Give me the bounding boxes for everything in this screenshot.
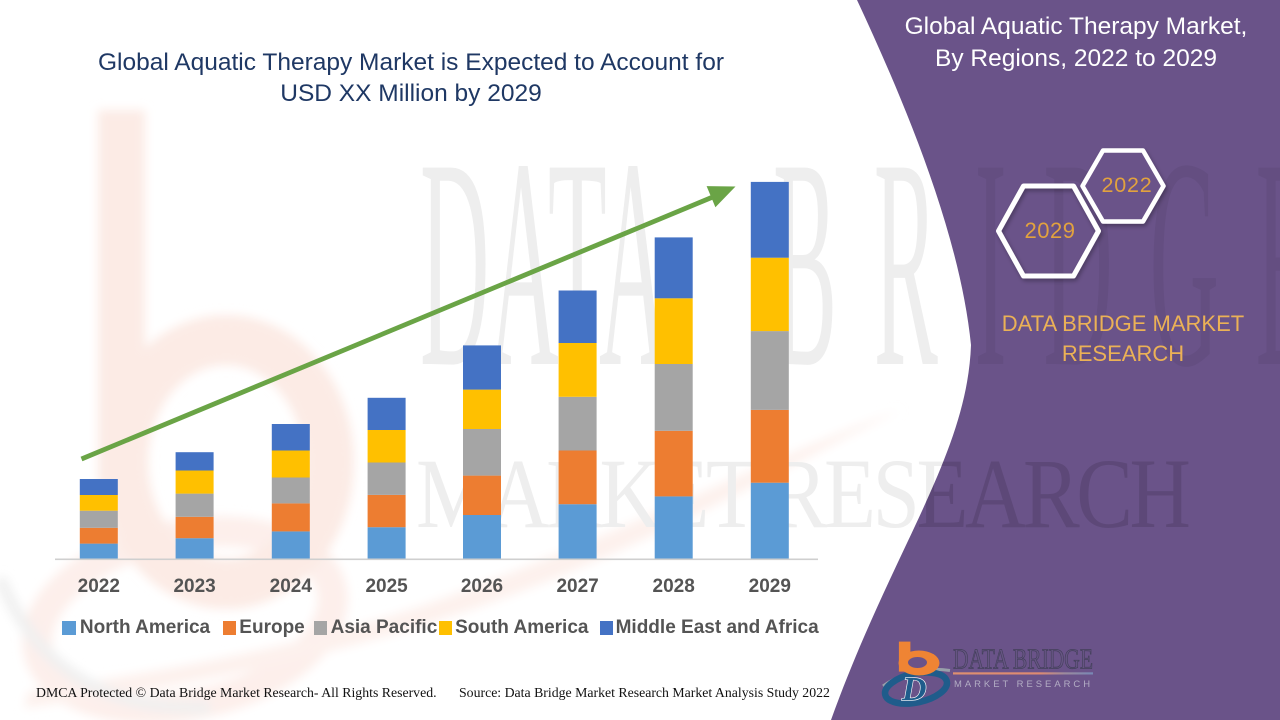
- svg-text:DATA BRIDGE: DATA BRIDGE: [953, 644, 1093, 676]
- svg-text:D: D: [901, 671, 927, 708]
- svg-text:MARKET RESEARCH: MARKET RESEARCH: [954, 679, 1093, 690]
- svg-text:DATA: DATA: [420, 99, 668, 430]
